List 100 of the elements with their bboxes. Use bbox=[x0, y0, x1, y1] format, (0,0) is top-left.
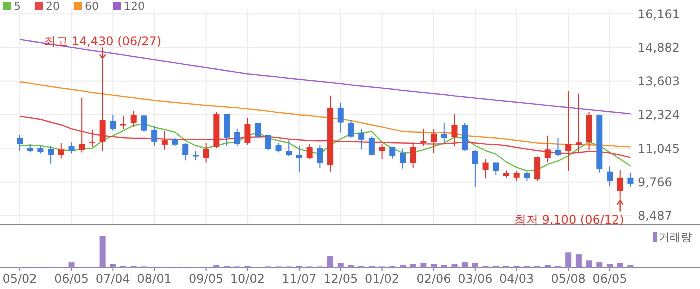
y-tick-label: 9,766 bbox=[638, 175, 672, 190]
candlestick bbox=[368, 136, 375, 156]
x-tick-label: 04/03 bbox=[500, 272, 534, 286]
candlestick bbox=[524, 172, 530, 182]
bar bbox=[214, 265, 220, 268]
candlestick bbox=[182, 143, 189, 161]
bar bbox=[410, 264, 416, 268]
candlestick bbox=[410, 142, 416, 169]
annotation: 최고 14,430 (06/27) bbox=[44, 34, 162, 49]
legend-label: 거래량 bbox=[659, 231, 692, 244]
x-tick-label: 01/02 bbox=[364, 272, 400, 286]
candlestick bbox=[265, 134, 272, 151]
candlestick bbox=[286, 140, 292, 157]
bar bbox=[586, 260, 592, 268]
y-tick-label: 13,603 bbox=[638, 74, 680, 89]
candlestick bbox=[234, 128, 240, 146]
bar bbox=[566, 252, 572, 268]
candlestick bbox=[452, 114, 458, 148]
candlestick bbox=[628, 172, 634, 188]
candlestick bbox=[224, 114, 230, 146]
y-tick-label: 8,487 bbox=[638, 209, 672, 224]
candlestick bbox=[89, 130, 96, 148]
candlestick bbox=[306, 144, 313, 160]
candlestick bbox=[130, 110, 137, 128]
legend-label: 5 bbox=[14, 0, 21, 13]
y-tick-label: 16,161 bbox=[638, 7, 680, 22]
candlestick bbox=[120, 116, 127, 130]
bar bbox=[462, 262, 468, 268]
candlestick bbox=[482, 158, 489, 180]
candlestick bbox=[617, 170, 624, 200]
x-tick-label: 02/06 bbox=[416, 272, 452, 286]
bar bbox=[607, 264, 613, 268]
candlestick bbox=[338, 102, 344, 134]
candlestick bbox=[576, 93, 582, 154]
x-tick-label: 08/01 bbox=[137, 272, 172, 286]
bar bbox=[338, 263, 344, 268]
legend-label: 20 bbox=[46, 0, 60, 13]
candlestick bbox=[203, 142, 210, 164]
x-tick-label: 11/07 bbox=[282, 272, 317, 286]
bar bbox=[596, 262, 603, 268]
y-tick-label: 12,324 bbox=[638, 108, 680, 122]
candlestick bbox=[141, 114, 148, 132]
candlestick bbox=[244, 118, 251, 146]
candlestick bbox=[348, 120, 354, 138]
candlestick bbox=[68, 142, 75, 154]
x-tick-label: 06/05 bbox=[54, 272, 90, 286]
candlestick bbox=[296, 145, 302, 173]
bar bbox=[544, 265, 551, 268]
candlestick bbox=[317, 144, 324, 169]
bar bbox=[420, 263, 427, 268]
y-tick-label: 11,045 bbox=[638, 142, 680, 156]
y-tick-label: 14,882 bbox=[638, 40, 680, 55]
x-tick-label: 09/05 bbox=[189, 272, 224, 286]
candlestick bbox=[100, 59, 106, 152]
bar bbox=[472, 263, 478, 268]
candlestick bbox=[379, 144, 386, 160]
line-series bbox=[19, 116, 632, 158]
candlestick bbox=[472, 150, 478, 188]
bar bbox=[441, 265, 448, 268]
candlestick bbox=[441, 122, 448, 144]
x-tick-label: 05/02 bbox=[2, 272, 38, 286]
annotation: 최저 9,100 (06/12) bbox=[514, 212, 624, 227]
candlestick bbox=[48, 145, 54, 164]
bar bbox=[68, 262, 75, 268]
candlestick bbox=[255, 122, 262, 138]
candlestick bbox=[58, 142, 64, 159]
candlestick bbox=[358, 128, 365, 150]
candlestick bbox=[110, 114, 116, 132]
candlestick bbox=[431, 128, 438, 154]
x-tick-label: 03/06 bbox=[458, 272, 493, 286]
legend-label: 60 bbox=[85, 0, 99, 13]
bar bbox=[400, 265, 406, 268]
candlestick bbox=[400, 148, 406, 170]
x-tick-label: 12/05 bbox=[324, 272, 358, 286]
x-tick-label: 05/08 bbox=[551, 272, 586, 286]
candlestick bbox=[17, 134, 23, 152]
candlestick bbox=[152, 126, 158, 146]
bar bbox=[328, 256, 334, 268]
candlestick bbox=[544, 135, 551, 164]
candlestick bbox=[534, 156, 541, 182]
x-tick-label: 10/02 bbox=[230, 272, 266, 286]
bar bbox=[431, 264, 438, 268]
candlestick bbox=[607, 166, 613, 187]
x-tick-label: 06/05 bbox=[592, 272, 628, 286]
candlestick bbox=[555, 138, 562, 157]
candlestick bbox=[79, 97, 86, 154]
bar bbox=[452, 264, 458, 268]
legend-label: 120 bbox=[124, 0, 145, 13]
candlestick bbox=[276, 142, 282, 154]
bar bbox=[576, 254, 582, 268]
candlestick bbox=[514, 170, 520, 182]
bar bbox=[110, 264, 116, 268]
x-tick-label: 07/04 bbox=[96, 272, 130, 286]
bar bbox=[100, 236, 106, 268]
candlestick bbox=[420, 128, 427, 146]
bar bbox=[348, 265, 354, 268]
candlestick bbox=[162, 130, 168, 150]
bar bbox=[617, 263, 624, 268]
candlestick bbox=[493, 162, 500, 176]
bar bbox=[628, 265, 634, 268]
